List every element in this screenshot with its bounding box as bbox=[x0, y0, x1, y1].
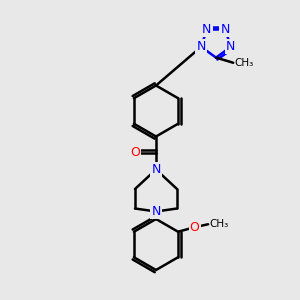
Text: N: N bbox=[151, 163, 161, 176]
Text: N: N bbox=[151, 205, 161, 218]
Text: N: N bbox=[202, 23, 212, 36]
Text: N: N bbox=[196, 40, 206, 53]
Text: N: N bbox=[220, 23, 230, 36]
Text: CH₃: CH₃ bbox=[235, 58, 254, 68]
Text: CH₃: CH₃ bbox=[210, 219, 229, 229]
Text: O: O bbox=[130, 146, 140, 160]
Text: N: N bbox=[226, 40, 236, 53]
Text: O: O bbox=[190, 221, 200, 234]
